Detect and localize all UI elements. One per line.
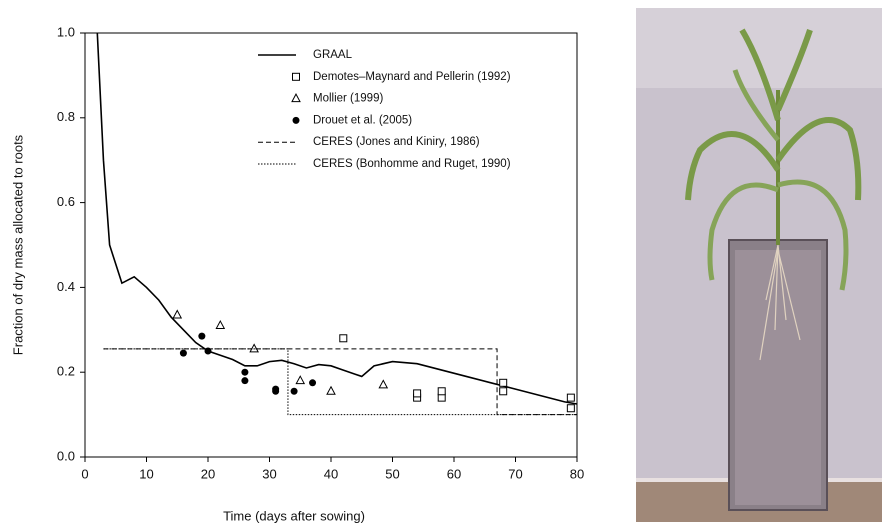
legend-label: Drouet et al. (2005) [313,114,412,126]
square-point [499,387,508,396]
x-tick-label: 0 [81,466,88,481]
circle-point [272,387,280,395]
triangle-point [295,375,306,385]
x-tick-label: 40 [324,466,338,481]
triangle-point [172,309,183,319]
y-tick-label: 0.0 [57,448,75,463]
circle-point [290,387,298,395]
series-line [103,348,577,416]
legend-label: CERES (Jones and Kiniry, 1986) [313,136,480,148]
x-tick-label: 50 [385,466,399,481]
circle-point [241,368,249,376]
y-tick-label: 0.6 [57,194,75,209]
legend-marker [292,72,300,81]
y-axis-label: Fraction of dry mass allocated to roots [10,134,25,355]
x-tick-label: 70 [508,466,522,481]
square-point [499,378,508,387]
square-point [437,387,446,396]
x-tick-label: 10 [139,466,153,481]
legend-label: Demotes–Maynard and Pellerin (1992) [313,71,511,83]
x-tick-label: 30 [262,466,276,481]
square-point [566,393,575,402]
circle-point [241,377,249,385]
y-tick-label: 0.4 [57,279,75,294]
triangle-point [249,343,259,353]
x-tick-label: 60 [447,466,461,481]
x-tick-label: 80 [570,466,584,481]
legend-marker [292,116,300,124]
triangle-point [215,319,226,330]
circle-point [179,349,187,357]
legend-label: Mollier (1999) [313,93,383,105]
y-tick-label: 1.0 [57,24,75,39]
y-tick-label: 0.2 [57,364,75,379]
series-line [96,32,578,405]
triangle-point [326,385,336,395]
x-axis-label: Time (days after sowing) [223,508,365,523]
legend-label: CERES (Bonhomme and Ruget, 1990) [313,158,511,170]
photo [636,8,882,522]
square-point [413,389,422,398]
square-point [339,334,348,343]
legend-marker [291,93,301,103]
legend-label: GRAAL [313,49,353,61]
x-tick-label: 20 [201,466,215,481]
square-point [566,404,575,413]
y-tick-label: 0.8 [57,109,75,124]
circle-point [198,332,206,340]
circle-point [309,379,317,387]
triangle-point [378,379,389,389]
